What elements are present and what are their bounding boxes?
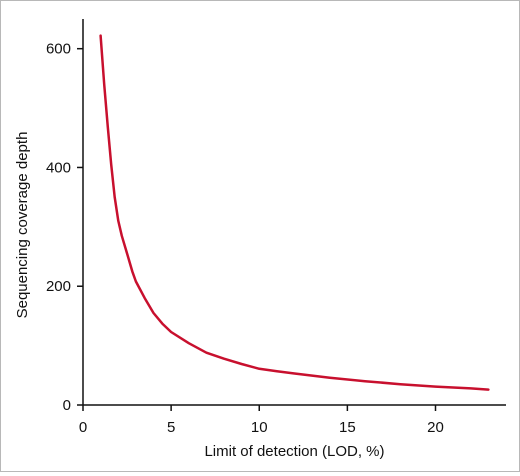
x-ticks: 0 5 10 15 20 [79, 405, 444, 436]
y-axis-title: Sequencing coverage depth [14, 132, 31, 319]
x-tick-label: 15 [339, 419, 356, 436]
x-tick-label: 20 [427, 419, 444, 436]
y-tick-label: 400 [46, 159, 71, 176]
series-line-0 [99, 34, 490, 391]
series-layer [99, 34, 490, 391]
x-axis-title: Limit of detection (LOD, %) [204, 443, 384, 460]
axes [82, 19, 506, 406]
y-tick-label: 0 [63, 397, 71, 414]
y-tick-label: 200 [46, 278, 71, 295]
x-tick-label: 0 [79, 419, 87, 436]
x-tick-label: 10 [251, 419, 268, 436]
y-ticks: 0 200 400 600 [46, 41, 83, 414]
y-tick-label: 600 [46, 41, 71, 58]
x-tick-label: 5 [167, 419, 175, 436]
